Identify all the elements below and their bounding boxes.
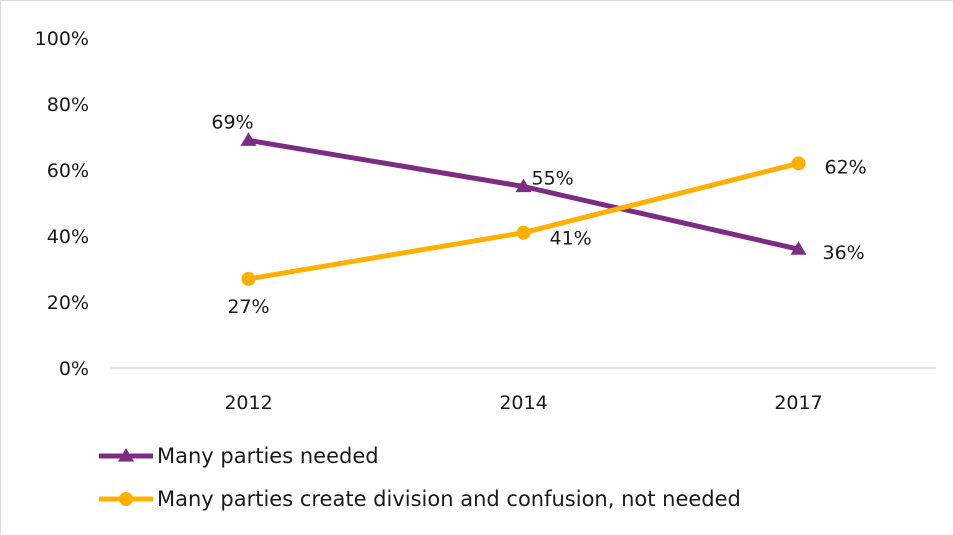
x-tick-label: 2012 xyxy=(224,392,272,414)
data-point-marker xyxy=(516,225,531,240)
legend-item: Many parties create division and confusi… xyxy=(99,487,741,511)
data-label: 41% xyxy=(550,228,592,250)
data-label: 69% xyxy=(211,111,253,133)
legend: Many parties needed Many parties create d… xyxy=(99,444,741,511)
y-tick-label: 60% xyxy=(47,160,89,182)
data-point-marker xyxy=(790,241,807,255)
x-tick-label: 2014 xyxy=(499,392,547,414)
series-lines xyxy=(248,137,800,282)
data-point-marker xyxy=(515,178,532,193)
data-point-marker xyxy=(241,271,256,286)
legend-item: Many parties needed xyxy=(99,444,379,468)
legend-label: Many parties create division and confusi… xyxy=(157,487,741,511)
data-labels: 69% 55% 36% 27% 41% 62% xyxy=(211,111,866,318)
y-tick-label: 40% xyxy=(47,226,89,248)
data-label: 62% xyxy=(825,156,867,178)
y-tick-label: 0% xyxy=(59,358,89,380)
x-tick-label: 2017 xyxy=(774,392,822,414)
data-label: 55% xyxy=(532,168,574,190)
legend-label: Many parties needed xyxy=(157,444,379,468)
series-markers xyxy=(240,132,807,286)
data-point-marker xyxy=(240,132,257,146)
y-axis-tick-labels: 0% 20% 40% 60% 80% 100% xyxy=(35,28,89,380)
x-axis-tick-labels: 2012 2014 2017 xyxy=(224,392,822,414)
legend-marker xyxy=(119,492,133,506)
y-tick-label: 20% xyxy=(47,292,89,314)
legend-marker xyxy=(118,448,134,462)
y-tick-label: 80% xyxy=(47,94,89,116)
data-label: 27% xyxy=(227,296,269,318)
y-tick-label: 100% xyxy=(35,28,89,50)
data-point-marker xyxy=(791,156,806,171)
data-label: 36% xyxy=(823,242,865,264)
